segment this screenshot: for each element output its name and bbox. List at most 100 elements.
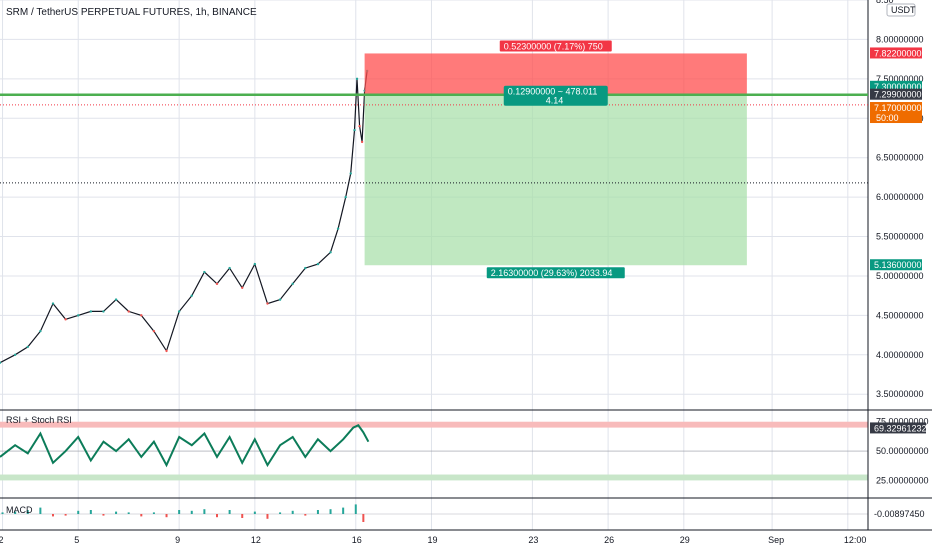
price-point <box>228 266 231 270</box>
price-point <box>51 302 55 305</box>
macd-bar <box>190 510 193 514</box>
price-plot[interactable] <box>0 69 369 364</box>
y-tick-label: 4.00000000 <box>876 350 924 360</box>
x-tick-label: 12 <box>251 535 261 545</box>
rsi-y-tick: 25.00000000 <box>876 475 929 485</box>
price-point <box>13 353 17 357</box>
target-zone <box>364 94 747 266</box>
dotted-price-tag-box <box>870 102 922 124</box>
macd-bar <box>241 514 244 518</box>
price-point <box>349 172 352 175</box>
macd-bar <box>77 510 80 514</box>
x-tick-label: 5 <box>74 535 79 545</box>
price-point <box>353 128 356 132</box>
stop-price-tag: 7.82200000 <box>874 48 922 58</box>
macd-bar <box>51 514 54 517</box>
macd-bar <box>178 510 181 514</box>
y-tick-label: 6.50000000 <box>876 153 924 163</box>
price-point <box>215 282 219 286</box>
price-point <box>203 270 206 274</box>
macd-bar <box>279 512 282 514</box>
y-tick-label: 7.50000000 <box>876 74 924 84</box>
rsi-value-box <box>870 422 926 434</box>
currency-badge-box[interactable] <box>886 3 916 17</box>
rsi-pane[interactable] <box>0 421 868 481</box>
stop-price-tag-box <box>870 47 922 59</box>
price-point <box>344 195 347 199</box>
y-tick-label: 5.00000000 <box>876 271 924 281</box>
price-point <box>64 318 67 321</box>
macd-bar <box>64 514 67 516</box>
current-price-tag-box <box>870 80 922 92</box>
position-tool[interactable]: 0.52300000 (7.17%) 750 0.12900000 ~ 478.0… <box>0 40 927 519</box>
entry-label-box <box>503 85 608 106</box>
macd-bar <box>140 514 143 517</box>
macd-bar <box>216 514 218 518</box>
x-tick-label: Sep <box>768 535 784 545</box>
price-point <box>102 310 105 313</box>
price-point <box>266 302 269 305</box>
y-tick-label: 8.00000000 <box>876 34 924 44</box>
price-point <box>241 286 244 289</box>
entry-price-tag: 7.29900000 <box>874 90 922 100</box>
macd-bar <box>342 507 345 514</box>
macd-bar <box>354 504 357 514</box>
rsi-band <box>0 474 868 481</box>
macd-bar <box>127 512 130 514</box>
macd-bar <box>165 514 168 518</box>
price-point <box>39 329 42 333</box>
currency-badge[interactable]: USDT <box>891 5 916 15</box>
macd-bar <box>89 510 92 514</box>
target-label: 2.16300000 (29.63%) 2033.94 <box>491 268 613 278</box>
target-price-tag: 5.13600000 <box>874 260 922 270</box>
stop-label: 0.52300000 (7.17%) 750 <box>504 41 603 51</box>
stop-label-box <box>499 40 612 52</box>
x-tick-label: 12:00 <box>844 535 867 545</box>
macd-bar <box>228 510 231 514</box>
price-point <box>278 298 282 301</box>
entry-label-2: 4.14 <box>546 96 564 106</box>
rsi-line <box>0 424 370 468</box>
price-point <box>291 282 294 286</box>
rsi-y-tick: 75.00000000 <box>876 417 929 427</box>
countdown: 50:00 <box>876 113 899 123</box>
macd-bar <box>316 510 319 514</box>
x-tick-label: 9 <box>175 535 180 545</box>
x-tick-label: 2 <box>0 535 4 545</box>
macd-pane[interactable] <box>0 504 868 522</box>
entry-price-tag-box <box>870 88 922 100</box>
y-tick-label: 6.00000000 <box>876 192 924 202</box>
x-tick-label: 16 <box>352 535 362 545</box>
x-tick-label: 29 <box>680 535 690 545</box>
macd-bar <box>304 514 307 516</box>
price-point <box>165 349 168 353</box>
price-line <box>0 70 368 364</box>
y-tick-label: 4.50000000 <box>876 310 924 320</box>
price-point <box>140 314 143 317</box>
rsi-title: RSI + Stoch RSI <box>6 415 72 425</box>
price-point <box>114 298 118 301</box>
macd-bar <box>152 512 155 514</box>
macd-bar <box>253 511 256 514</box>
price-point <box>89 310 93 313</box>
current-price-tag: 7.30000000 <box>874 82 922 92</box>
price-point <box>190 294 193 297</box>
dotted-price-tag: 7.17000000 <box>874 103 922 113</box>
macd-value: -0.00897450 <box>874 509 925 519</box>
x-tick-label: 23 <box>528 535 538 545</box>
macd-bar <box>102 514 105 516</box>
macd-bar <box>14 511 17 514</box>
x-tick-label: 26 <box>604 535 614 545</box>
entry-label-1: 0.12900000 ~ 478.011 <box>508 87 598 97</box>
macd-bar <box>39 507 42 514</box>
price-point <box>177 310 181 313</box>
y-tick-label: 8.50 <box>876 0 894 5</box>
price-point <box>127 310 130 313</box>
macd-bar <box>115 511 118 514</box>
macd-title: MACD <box>6 505 33 515</box>
price-point <box>152 329 156 333</box>
x-tick-label: 19 <box>427 535 437 545</box>
price-point <box>316 262 320 266</box>
